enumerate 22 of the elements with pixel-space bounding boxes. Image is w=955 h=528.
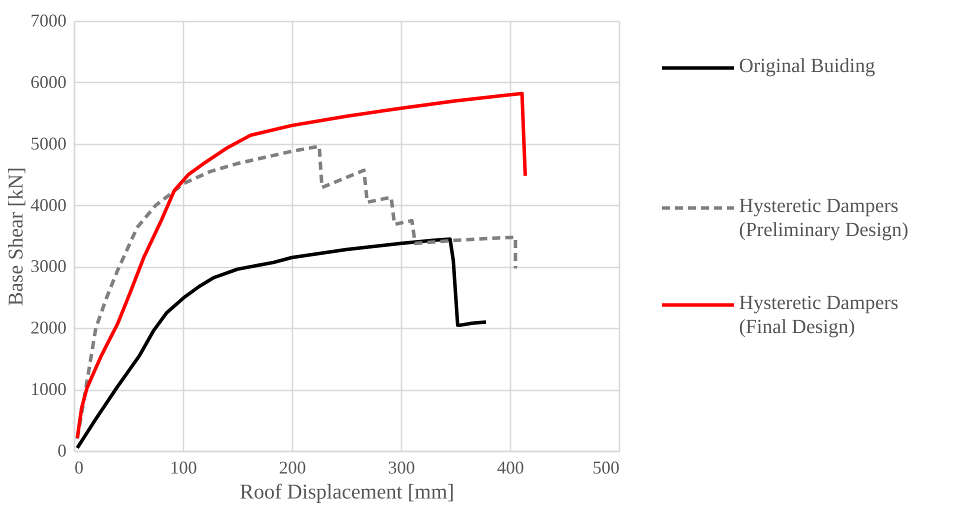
x-tick-label: 500 <box>592 458 620 478</box>
x-tick-label: 300 <box>388 458 415 478</box>
y-tick-label: 5000 <box>30 133 66 154</box>
line-series <box>76 237 488 450</box>
legend-label: Hysteretic Dampers (Preliminary Design) <box>739 195 908 241</box>
legend-label: Hysteretic Dampers (Final Design) <box>739 292 899 338</box>
x-tick-label: 400 <box>497 458 524 478</box>
y-tick-label: 3000 <box>30 256 66 276</box>
y-tick-label: 7000 <box>30 10 66 30</box>
y-tick-label: 4000 <box>30 194 66 215</box>
legend-label: Original Buiding <box>739 55 876 77</box>
y-tick-label: 0 <box>58 440 66 460</box>
line-series <box>76 92 528 440</box>
y-axis-title: Base Shear [kN] <box>4 167 28 306</box>
line-series <box>76 144 518 440</box>
x-tick-label: 200 <box>279 458 306 478</box>
x-tick-label: 100 <box>170 458 197 478</box>
y-tick-label: 6000 <box>30 72 66 92</box>
x-axis-title: Roof Displacement [mm] <box>240 480 454 504</box>
y-tick-label: 1000 <box>30 379 66 400</box>
x-tick-label: 0 <box>74 458 84 478</box>
y-tick-label: 2000 <box>30 318 66 338</box>
